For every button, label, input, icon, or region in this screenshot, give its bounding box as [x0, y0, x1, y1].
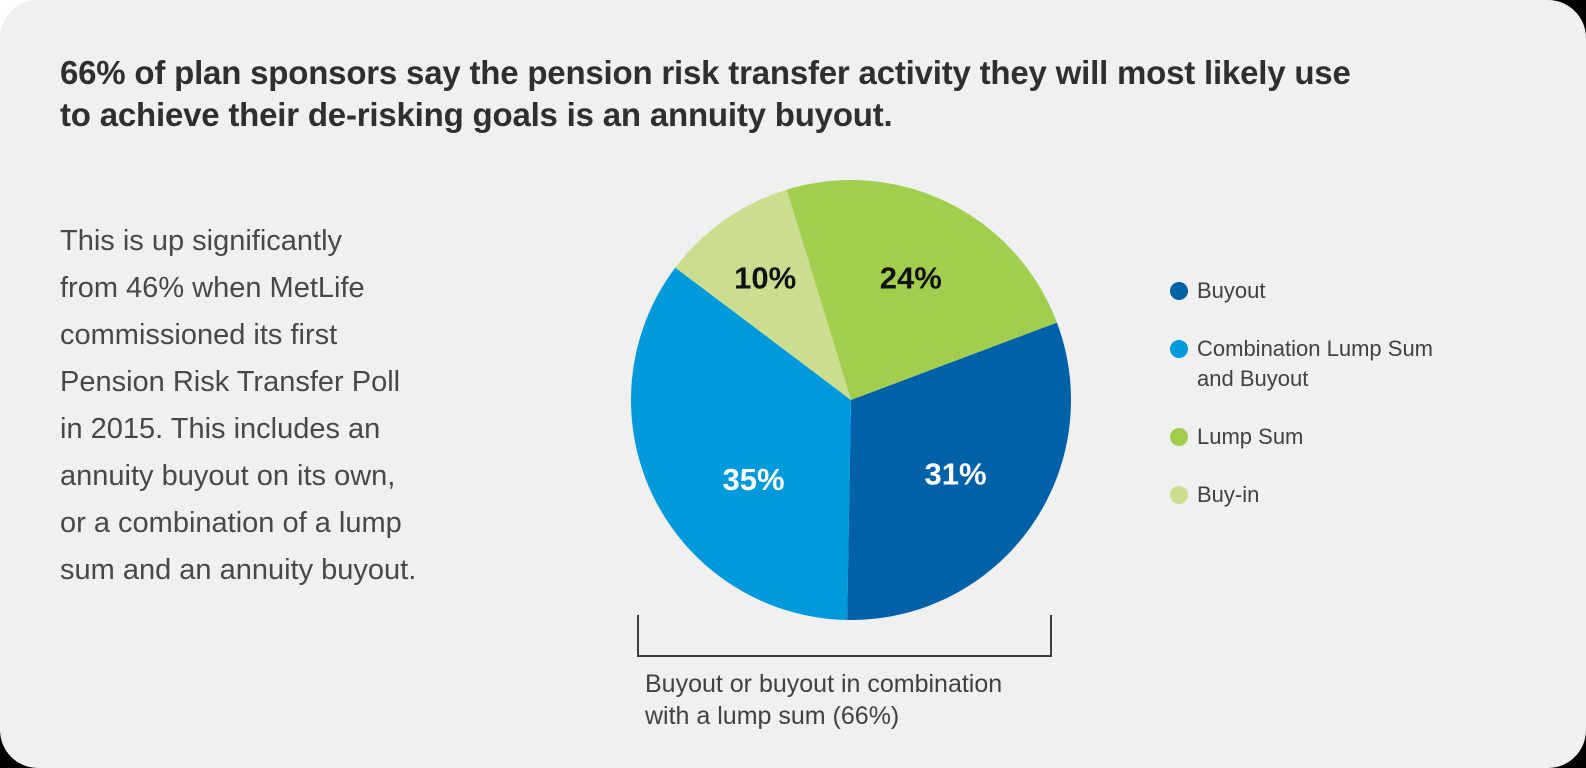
pie-slice	[847, 322, 1071, 620]
pie-chart: 24% 31% 35% 10%	[631, 180, 1071, 620]
bracket-label: Buyout or buyout in combination with a l…	[645, 670, 1003, 730]
legend-swatch-icon	[1170, 340, 1188, 358]
legend-item-buyout: Buyout	[1170, 276, 1470, 306]
legend-swatch-icon	[1170, 486, 1188, 504]
pie-slice-label: 10%	[734, 261, 796, 296]
legend-label: Buyout	[1197, 278, 1266, 303]
legend-swatch-icon	[1170, 282, 1188, 300]
legend-swatch-icon	[1170, 428, 1188, 446]
legend-item-combination: Combination Lump Sum and Buyout	[1170, 334, 1470, 394]
pie-slice	[631, 267, 851, 620]
headline: 66% of plan sponsors say the pension ris…	[60, 54, 1351, 133]
pie-slice	[786, 180, 1057, 400]
pie-chart-svg: 24% 31% 35% 10%	[631, 180, 1071, 620]
pie-slice	[675, 189, 851, 400]
legend-item-lump-sum: Lump Sum	[1170, 422, 1470, 452]
legend-label: Lump Sum	[1197, 424, 1304, 449]
legend-label: Buy-in	[1197, 482, 1260, 507]
pie-slice-label: 31%	[924, 456, 986, 491]
legend-item-buy-in: Buy-in	[1170, 480, 1470, 510]
legend: Buyout Combination Lump Sum and Buyout L…	[1170, 276, 1470, 510]
bracket-annotation	[637, 615, 1052, 657]
pie-slice-label: 35%	[722, 462, 784, 497]
body-text: This is up significantly from 46% when M…	[60, 225, 417, 586]
legend-label: Combination Lump Sum and Buyout	[1197, 336, 1434, 391]
pie-slice-label: 24%	[880, 261, 942, 296]
